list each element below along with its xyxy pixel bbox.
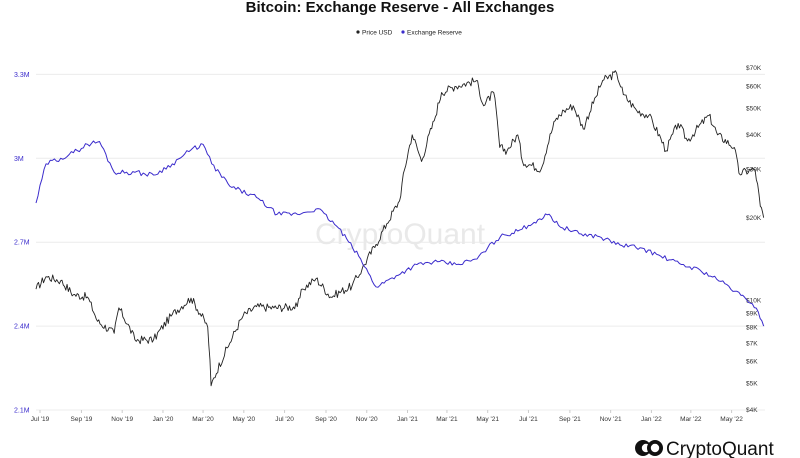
legend-label-price: Price USD: [362, 30, 393, 37]
x-tick-label: Jan '20: [153, 416, 174, 423]
y-right-tick-label: $4K: [746, 407, 758, 414]
x-tick-label: Jul '19: [31, 416, 50, 423]
series-line-reserve: [35, 140, 765, 327]
watermark: CryptoQuant: [315, 218, 486, 251]
x-tick-label: Mar '22: [680, 416, 702, 423]
brand-name: CryptoQuant: [666, 439, 774, 458]
x-tick-label: Mar '21: [436, 416, 458, 423]
x-tick-label: May '20: [233, 416, 256, 423]
y-axis-left: 2.1M 2.4M 2.7M 3M 3.3M: [14, 72, 30, 415]
y-right-tick-label: $10K: [746, 298, 762, 305]
y-right-tick-label: $5K: [746, 381, 758, 388]
y-right-tick-label: $70K: [746, 65, 762, 72]
legend-label-reserve: Exchange Reserve: [407, 30, 462, 37]
x-tick-label: May '22: [720, 416, 743, 423]
y-left-tick-label: 2.4M: [14, 324, 30, 331]
x-tick-label: May '21: [476, 416, 499, 423]
y-right-tick-label: $60K: [746, 84, 762, 91]
y-axis-right: $4K $5K $6K $7K $8K $9K $10K $20K $30K $40K $50K $6…: [746, 65, 762, 414]
x-tick-label: Sep '19: [71, 416, 93, 423]
y-right-tick-label: $30K: [746, 166, 762, 173]
y-right-tick-label: $40K: [746, 132, 762, 139]
cryptoquant-logo-icon: [635, 440, 663, 456]
y-right-tick-label: $20K: [746, 215, 762, 222]
y-left-tick-label: 2.1M: [14, 408, 30, 415]
y-left-tick-label: 3M: [14, 156, 24, 163]
x-tick-label: Sep '21: [559, 416, 581, 423]
gridlines: [36, 73, 765, 411]
legend-marker-price: [356, 30, 360, 34]
y-right-tick-label: $50K: [746, 105, 762, 112]
y-left-tick-label: 2.7M: [14, 240, 30, 247]
x-tick-label: Jul '21: [519, 416, 538, 423]
y-left-tick-label: 3.3M: [14, 72, 30, 79]
x-tick-label: Jan '21: [397, 416, 418, 423]
legend-marker-reserve: [401, 30, 405, 34]
y-right-tick-label: $9K: [746, 310, 758, 317]
y-right-tick-label: $7K: [746, 340, 758, 347]
x-tick-label: Nov '20: [356, 416, 378, 423]
series-line-price: [35, 70, 765, 387]
x-axis: Jul '19 Sep '19 Nov '19 Jan '20 Mar '20 May '…: [31, 410, 743, 423]
brand-logo: CryptoQuant: [635, 439, 774, 458]
x-tick-label: Jan '22: [641, 416, 662, 423]
y-right-tick-label: $8K: [746, 324, 758, 331]
x-tick-label: Jul '20: [275, 416, 294, 423]
chart-title: Bitcoin: Exchange Reserve - All Exchange…: [246, 0, 555, 16]
x-tick-label: Nov '19: [111, 416, 133, 423]
legend: Price USD Exchange Reserve: [356, 30, 462, 37]
x-tick-label: Nov '21: [600, 416, 622, 423]
x-tick-label: Mar '20: [192, 416, 214, 423]
y-right-tick-label: $6K: [746, 359, 758, 366]
x-tick-label: Sep '20: [315, 416, 337, 423]
